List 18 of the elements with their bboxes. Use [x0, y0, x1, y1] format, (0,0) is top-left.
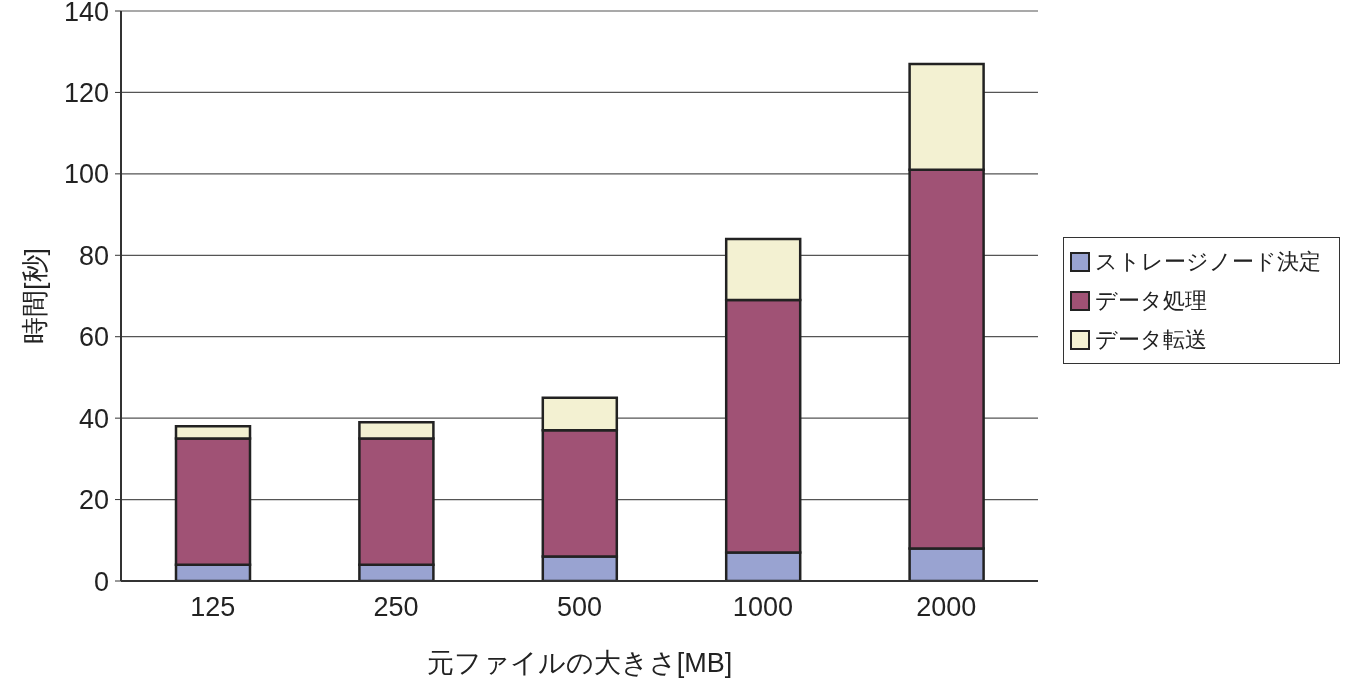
y-tick-label: 80 — [78, 240, 109, 271]
x-tick-label: 1000 — [732, 592, 793, 623]
x-tick-label: 500 — [556, 592, 603, 623]
x-tick-label: 125 — [190, 592, 236, 623]
y-axis-title: 時間[秒] — [20, 247, 50, 345]
y-tick-label: 0 — [93, 566, 109, 597]
y-tick-label: 140 — [63, 0, 109, 27]
y-tick-label: 40 — [78, 403, 109, 434]
x-axis-title: 元ファイルの大きさ[MB] — [426, 648, 733, 678]
legend-label: データ転送 — [1095, 325, 1207, 354]
x-tick-label: 250 — [373, 592, 419, 623]
legend-label: データ処理 — [1095, 286, 1207, 315]
y-tick-label: 120 — [63, 78, 109, 109]
legend-label: ストレージノード決定 — [1095, 247, 1321, 276]
x-tick-label: 2000 — [916, 592, 977, 623]
y-tick-label: 60 — [78, 322, 109, 353]
y-tick-label: 100 — [63, 159, 109, 190]
y-tick-label: 20 — [78, 485, 109, 516]
